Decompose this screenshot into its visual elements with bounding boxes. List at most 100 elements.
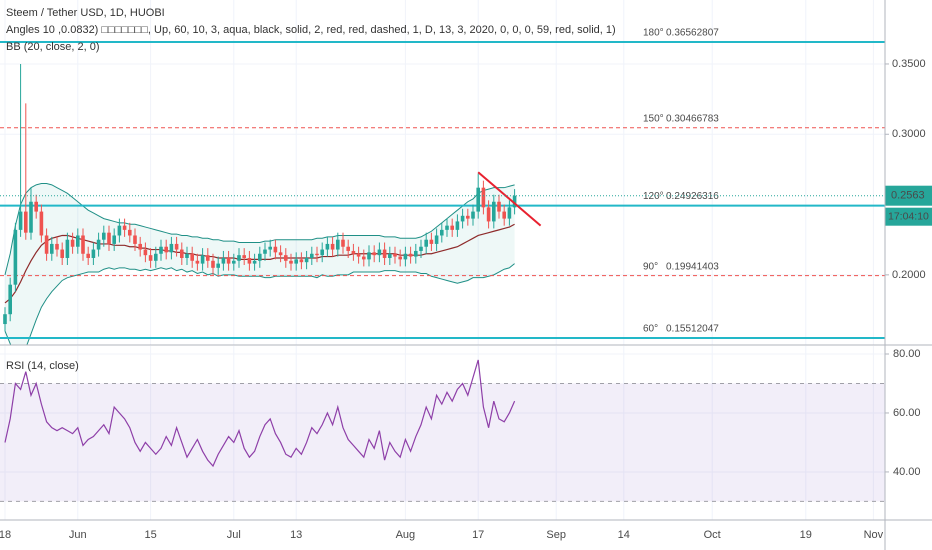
y-tick-label: 60.00 bbox=[893, 407, 921, 419]
candle-body bbox=[341, 239, 345, 247]
trendline bbox=[477, 171, 542, 227]
candle-body bbox=[315, 253, 319, 256]
candle-body bbox=[164, 246, 168, 253]
candle-body bbox=[252, 260, 257, 264]
rsi-legend: RSI (14, close) bbox=[6, 360, 79, 372]
x-tick-label: 19 bbox=[800, 529, 812, 541]
x-tick-label: Oct bbox=[704, 529, 721, 541]
level-value: 0.24926316 bbox=[666, 191, 719, 202]
candle-body bbox=[96, 239, 101, 250]
candle-body bbox=[226, 257, 231, 264]
y-tick-label: 0.3000 bbox=[892, 128, 926, 140]
level-label: 150° bbox=[643, 113, 664, 124]
candle-body bbox=[81, 235, 85, 254]
candle-body bbox=[185, 253, 189, 258]
candle-body bbox=[44, 235, 49, 254]
candle-body bbox=[335, 239, 340, 250]
candle-body bbox=[70, 239, 75, 247]
candle-body bbox=[174, 243, 179, 250]
candle-body bbox=[127, 229, 132, 236]
candle-body bbox=[491, 201, 496, 222]
candle-body bbox=[278, 252, 283, 256]
candle-body bbox=[367, 252, 371, 260]
candle-body bbox=[60, 249, 64, 258]
candle-body bbox=[486, 207, 491, 222]
candle-body bbox=[65, 239, 70, 258]
candle-body bbox=[351, 250, 356, 254]
candle-body bbox=[471, 211, 475, 219]
y-tick-label: 0.3500 bbox=[892, 58, 926, 70]
candle-body bbox=[393, 253, 397, 257]
candle-body bbox=[221, 257, 226, 264]
candle-body bbox=[101, 232, 106, 240]
candle-body bbox=[273, 246, 278, 253]
x-tick-label: 18 bbox=[0, 529, 11, 541]
candle-body bbox=[413, 250, 418, 257]
candle-body bbox=[39, 211, 44, 236]
price-pane: 180° 0.36562807 150° 0.30466783 120° 0.249263… bbox=[0, 0, 885, 345]
level-value: 0.19941403 bbox=[666, 261, 719, 272]
candle-body bbox=[242, 255, 246, 258]
candle-body bbox=[179, 249, 184, 258]
candle-body bbox=[23, 211, 28, 233]
candle-body bbox=[429, 239, 434, 244]
candle-body bbox=[190, 253, 194, 261]
x-tick-label: Jun bbox=[69, 529, 87, 541]
candle-body bbox=[507, 207, 512, 219]
price-label: 0.2563 bbox=[891, 190, 925, 202]
candle-body bbox=[408, 253, 413, 257]
candle-body bbox=[512, 195, 517, 208]
rsi-pane bbox=[0, 346, 885, 520]
candle-body bbox=[403, 253, 408, 260]
candle-body bbox=[117, 225, 122, 236]
candle-body bbox=[476, 187, 480, 212]
candle-body bbox=[299, 259, 304, 263]
candle-body bbox=[153, 253, 158, 261]
candle-body bbox=[294, 259, 298, 264]
candle-body bbox=[382, 249, 387, 258]
candle-body bbox=[49, 243, 54, 254]
price-box bbox=[885, 185, 932, 206]
candle-body bbox=[398, 256, 402, 260]
level-value: 0.30466783 bbox=[666, 113, 719, 124]
candle-body bbox=[195, 260, 200, 264]
candle-body bbox=[138, 243, 142, 250]
indicator-legend: Angles 10 ,0.0832) □□□□□□□, Up, 60, 10, … bbox=[6, 24, 616, 36]
countdown-box bbox=[885, 207, 932, 226]
x-tick-label: 17 bbox=[472, 529, 484, 541]
candle-body bbox=[143, 249, 148, 256]
overlay: 18 Jun 15 Jul 13 Aug 17 Sep 14 Oct 19 Nov 0.3500 0.30… bbox=[0, 58, 932, 541]
candle-body bbox=[133, 235, 137, 244]
candle-body bbox=[75, 235, 80, 247]
candle-body bbox=[268, 246, 272, 250]
countdown-label: 17:04:10 bbox=[888, 210, 929, 222]
candle-body bbox=[460, 215, 465, 222]
candle-body bbox=[263, 249, 267, 254]
candle-body bbox=[502, 211, 506, 219]
candle-body bbox=[325, 243, 330, 250]
candle-body bbox=[216, 263, 220, 268]
x-tick-label: 14 bbox=[618, 529, 630, 541]
candle-body bbox=[283, 255, 288, 261]
candle-body bbox=[107, 232, 111, 244]
candle-body bbox=[445, 225, 449, 230]
candle-body bbox=[356, 253, 361, 257]
candle-body bbox=[372, 252, 376, 256]
candle-body bbox=[387, 253, 392, 258]
candle-body bbox=[455, 221, 460, 230]
candle-body bbox=[148, 255, 153, 261]
bb-upper bbox=[4, 182, 515, 275]
candle-body bbox=[497, 201, 501, 212]
candle-body bbox=[237, 255, 241, 261]
indicator-legend: BB (20, close, 2, 0) bbox=[6, 41, 100, 53]
x-tick-label: Aug bbox=[396, 529, 416, 541]
candle-body bbox=[257, 253, 262, 261]
level-label: 90° bbox=[643, 261, 658, 272]
rsi-line bbox=[4, 359, 516, 468]
candle-body bbox=[289, 260, 293, 264]
candle-body bbox=[18, 211, 23, 230]
candle-body bbox=[91, 249, 96, 258]
y-tick-label: 40.00 bbox=[893, 466, 921, 478]
candle-body bbox=[112, 235, 116, 244]
